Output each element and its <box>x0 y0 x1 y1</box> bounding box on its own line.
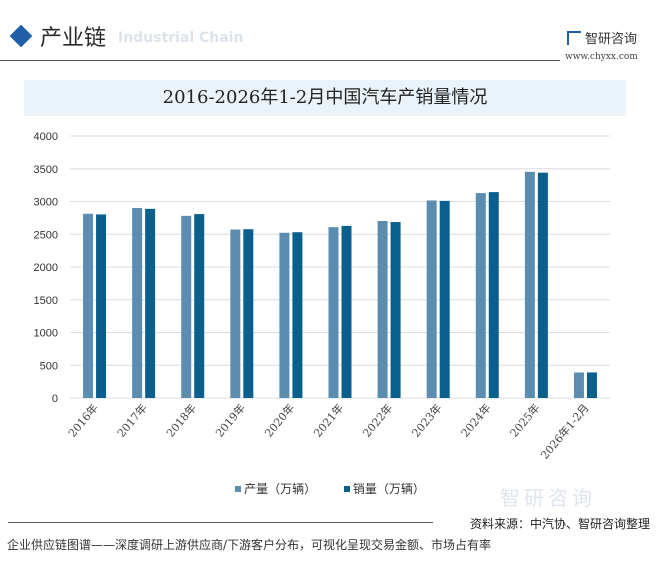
section-subtitle: Industrial Chain <box>118 30 244 46</box>
legend-production: 产量（万辆） <box>235 482 316 496</box>
legend: 产量（万辆） 销量（万辆） <box>0 480 660 497</box>
y-tick-label: 2500 <box>34 229 58 241</box>
legend-label: 销量（万辆） <box>352 482 425 496</box>
watermark: 智研咨询 <box>500 486 596 510</box>
logo-icon <box>567 31 581 45</box>
logo-url: www.chyxx.com <box>565 52 638 62</box>
x-tick-label: 2023年 <box>409 401 445 440</box>
legend-sales: 销量（万辆） <box>343 482 425 496</box>
footer-tagline: 企业供应链图谱——深度调研上游供应商/下游客户分布，可视化呈现交易金额、市场占有… <box>7 538 492 552</box>
y-tick-label: 3500 <box>34 164 58 176</box>
bar <box>586 372 597 398</box>
legend-swatch <box>235 486 242 492</box>
logo-text: 智研咨询 <box>585 32 638 47</box>
bar <box>439 200 450 398</box>
bar <box>524 171 535 398</box>
header-divider <box>0 60 560 61</box>
x-tick-label: 2021年 <box>311 401 347 440</box>
x-tick-label: 2026年1-2月 <box>537 401 591 462</box>
footer-divider <box>8 522 433 523</box>
x-tick-label: 2025年 <box>507 401 543 440</box>
source-note: 资料来源：中汽协、智研咨询整理 <box>469 517 650 531</box>
bar <box>341 225 352 398</box>
bar <box>328 227 339 398</box>
bar <box>243 229 254 398</box>
y-tick-label: 500 <box>40 360 58 372</box>
bar <box>194 214 205 398</box>
bar <box>488 192 499 398</box>
x-tick-label: 2018年 <box>163 401 199 440</box>
bar <box>377 221 388 398</box>
x-tick-label: 2022年 <box>360 401 396 440</box>
x-tick-label: 2017年 <box>114 401 150 440</box>
chart-title: 2016-2026年1-2月中国汽车产销量情况 <box>24 80 626 116</box>
bar-chart: 0 500 1000 1500 2000 2500 3000 3500 4000 2016年 201… <box>34 131 610 462</box>
bar <box>132 207 143 398</box>
bar <box>230 229 241 398</box>
logo: 智研咨询 <box>567 28 637 47</box>
legend-label: 产量（万辆） <box>244 482 317 496</box>
y-tick-label: 0 <box>52 393 58 405</box>
x-tick-label: 2020年 <box>261 401 297 440</box>
bar <box>145 208 156 398</box>
y-tick-label: 3000 <box>34 197 58 209</box>
y-tick-label: 4000 <box>34 131 58 143</box>
bar <box>181 215 192 398</box>
bar <box>390 222 401 398</box>
bar <box>83 213 94 398</box>
y-tick-label: 1000 <box>34 328 58 340</box>
x-tick-label: 2024年 <box>458 401 494 440</box>
legend-swatch <box>343 486 350 492</box>
bar <box>96 214 107 398</box>
y-tick-label: 2000 <box>34 262 58 274</box>
section-title: 产业链 <box>40 26 107 51</box>
bar <box>537 172 548 398</box>
bar <box>279 232 290 398</box>
bar <box>573 372 584 398</box>
x-tick-label: 2019年 <box>212 401 248 440</box>
bar <box>426 200 437 398</box>
bar <box>475 193 486 398</box>
y-tick-label: 1500 <box>34 295 58 307</box>
x-tick-label: 2016年 <box>65 401 101 440</box>
bar <box>292 232 303 398</box>
